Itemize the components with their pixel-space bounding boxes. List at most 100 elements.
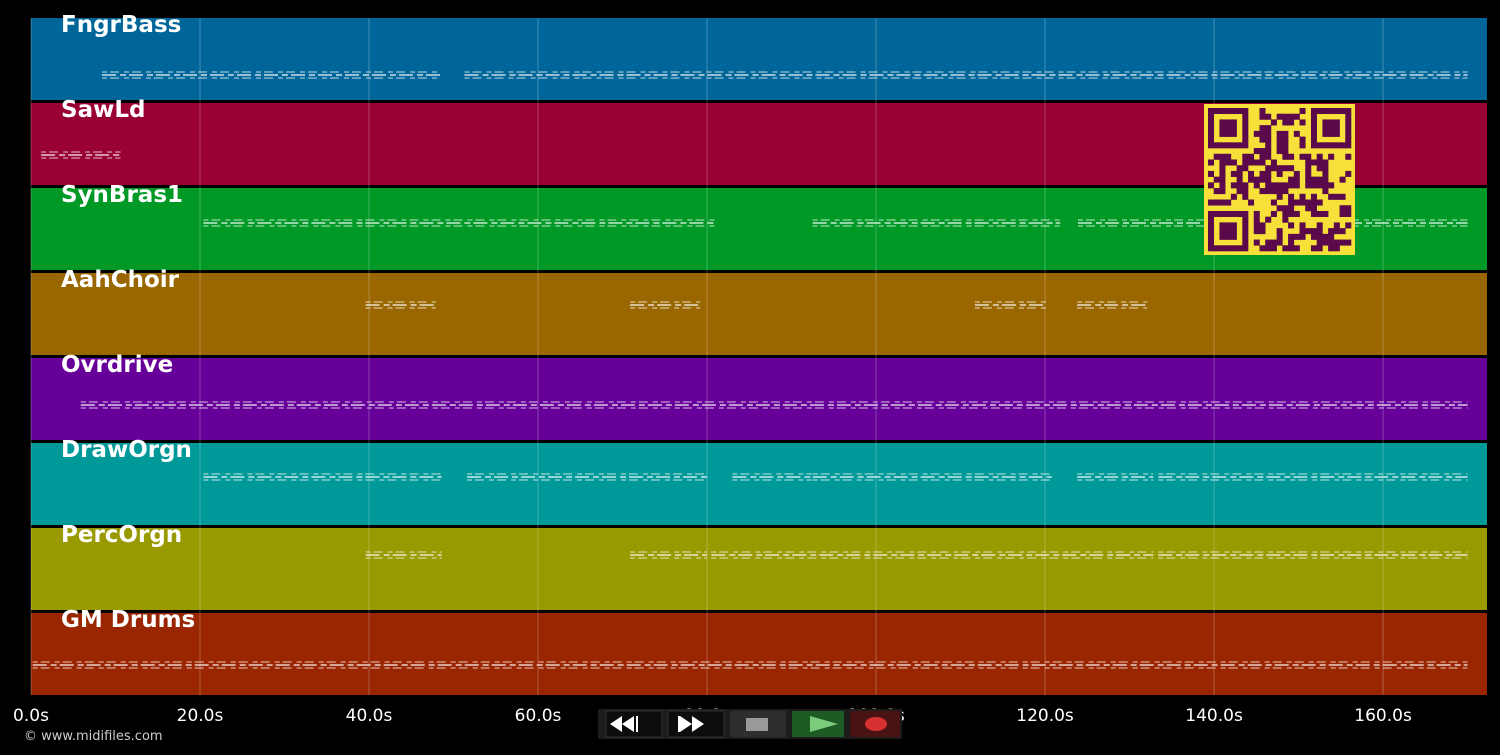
- qr-module: [1219, 142, 1226, 149]
- qr-module: [1276, 170, 1283, 177]
- qr-module: [1242, 245, 1249, 252]
- qr-module: [1242, 159, 1249, 166]
- qr-module: [1345, 222, 1352, 229]
- qr-module: [1253, 130, 1260, 137]
- qr-module: [1265, 245, 1272, 252]
- qr-module: [1265, 182, 1272, 189]
- qr-module: [1242, 193, 1249, 200]
- qr-module: [1253, 182, 1260, 189]
- qr-module: [1230, 210, 1237, 217]
- qr-module: [1282, 130, 1289, 137]
- qr-module: [1299, 193, 1306, 200]
- qr-module: [1230, 222, 1237, 229]
- qr-module: [1293, 113, 1300, 120]
- qr-module: [1328, 125, 1335, 132]
- qr-module: [1259, 148, 1266, 155]
- qr-module: [1265, 153, 1272, 160]
- qr-module: [1299, 119, 1306, 126]
- qr-module: [1316, 245, 1323, 252]
- qr-module: [1213, 108, 1220, 115]
- qr-module: [1225, 130, 1232, 137]
- qr-module: [1322, 130, 1329, 137]
- qr-module: [1213, 245, 1220, 252]
- qr-module: [1242, 142, 1249, 149]
- qr-module: [1208, 119, 1215, 126]
- qr-module: [1225, 233, 1232, 240]
- qr-module: [1322, 239, 1329, 246]
- qr-module: [1310, 142, 1317, 149]
- qr-module: [1328, 142, 1335, 149]
- stop-button[interactable]: [730, 711, 786, 737]
- qr-module: [1328, 245, 1335, 252]
- qr-module: [1230, 159, 1237, 166]
- qr-module: [1310, 245, 1317, 252]
- qr-module: [1288, 113, 1295, 120]
- qr-module: [1270, 188, 1277, 195]
- x-tick-label: 0.0s: [13, 706, 49, 726]
- qr-module: [1299, 228, 1306, 235]
- track-lane: [31, 273, 1487, 355]
- qr-module: [1316, 182, 1323, 189]
- track-lane: [31, 443, 1487, 525]
- qr-module: [1322, 165, 1329, 172]
- qr-module: [1310, 119, 1317, 126]
- qr-module: [1230, 193, 1237, 200]
- qr-module: [1225, 119, 1232, 126]
- qr-module: [1282, 216, 1289, 223]
- qr-module: [1328, 233, 1335, 240]
- track-lane: [31, 528, 1487, 610]
- qr-module: [1282, 182, 1289, 189]
- qr-module: [1345, 125, 1352, 132]
- qr-module: [1316, 222, 1323, 229]
- qr-module: [1248, 176, 1255, 183]
- qr-module: [1270, 182, 1277, 189]
- qr-module: [1288, 245, 1295, 252]
- qr-module: [1236, 188, 1243, 195]
- qr-module: [1225, 199, 1232, 206]
- note-segment: [101, 71, 440, 79]
- qr-module: [1242, 153, 1249, 160]
- qr-module: [1339, 108, 1346, 115]
- note-segment: [630, 301, 701, 309]
- qr-module: [1339, 205, 1346, 212]
- x-tick-label: 40.0s: [346, 706, 393, 726]
- qr-module: [1288, 233, 1295, 240]
- qr-module: [1333, 119, 1340, 126]
- play-button[interactable]: [792, 711, 844, 737]
- qr-module: [1322, 170, 1329, 177]
- qr-module: [1270, 239, 1277, 246]
- qr-module: [1288, 193, 1295, 200]
- qr-module: [1293, 245, 1300, 252]
- qr-module: [1253, 239, 1260, 246]
- qr-module: [1282, 153, 1289, 160]
- qr-module: [1305, 159, 1312, 166]
- qr-module: [1242, 222, 1249, 229]
- forward-button[interactable]: [667, 710, 725, 738]
- qr-module: [1299, 233, 1306, 240]
- qr-module: [1265, 239, 1272, 246]
- rewind-button[interactable]: [605, 710, 663, 738]
- note-segment: [203, 473, 442, 481]
- qr-module: [1282, 142, 1289, 149]
- qr-module: [1208, 222, 1215, 229]
- qr-module: [1310, 125, 1317, 132]
- qr-module: [1225, 142, 1232, 149]
- qr-module: [1322, 176, 1329, 183]
- qr-module: [1310, 233, 1317, 240]
- qr-module: [1219, 119, 1226, 126]
- qr-module: [1248, 199, 1255, 206]
- qr-module: [1265, 148, 1272, 155]
- qr-module: [1293, 210, 1300, 217]
- record-button[interactable]: [850, 711, 900, 737]
- qr-module: [1293, 199, 1300, 206]
- qr-module: [1208, 245, 1215, 252]
- qr-module: [1253, 222, 1260, 229]
- qr-module: [1208, 170, 1215, 177]
- note-segment: [1077, 301, 1148, 309]
- qr-module: [1310, 228, 1317, 235]
- qr-module: [1345, 130, 1352, 137]
- qr-module: [1316, 210, 1323, 217]
- qr-module: [1339, 193, 1346, 200]
- qr-module: [1322, 119, 1329, 126]
- qr-module: [1259, 153, 1266, 160]
